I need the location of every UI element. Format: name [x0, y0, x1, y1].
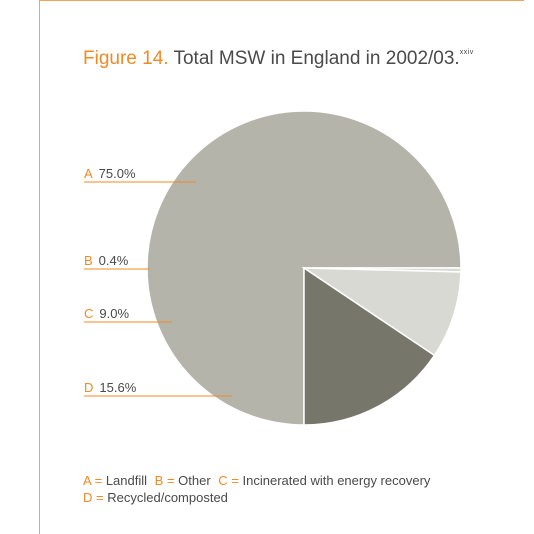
- legend-line-2: D = Recycled/composted: [83, 489, 430, 506]
- figure-label: Figure 14.: [83, 48, 169, 69]
- slice-label-b: B 0.4%: [84, 253, 129, 268]
- legend-item-a: A = Landfill: [83, 473, 148, 488]
- legend-item-b: B = Other: [154, 473, 211, 488]
- legend: A = Landfill B = Other C = Incinerated w…: [83, 472, 430, 506]
- pie-slice-d: [303, 266, 436, 426]
- legend-line-1: A = Landfill B = Other C = Incinerated w…: [83, 472, 430, 489]
- pie-slice-a: [146, 110, 462, 426]
- legend-item-d: D = Recycled/composted: [83, 490, 228, 505]
- frame-left-rule: [39, 0, 40, 534]
- slice-label-c: C 9.0%: [84, 306, 129, 321]
- chart-title: Figure 14. Total MSW in England in 2002/…: [83, 41, 474, 71]
- legend-item-c: C = Incinerated with energy recovery: [218, 473, 431, 488]
- pie-slice-c: [301, 267, 462, 357]
- slice-label-a: A 75.0%: [84, 166, 136, 181]
- frame-top-rule: [39, 0, 524, 1]
- title-text: Total MSW in England in 2002/03.: [173, 48, 460, 69]
- footnote-ref: xxiv: [459, 49, 474, 56]
- slice-label-d: D 15.6%: [84, 380, 137, 395]
